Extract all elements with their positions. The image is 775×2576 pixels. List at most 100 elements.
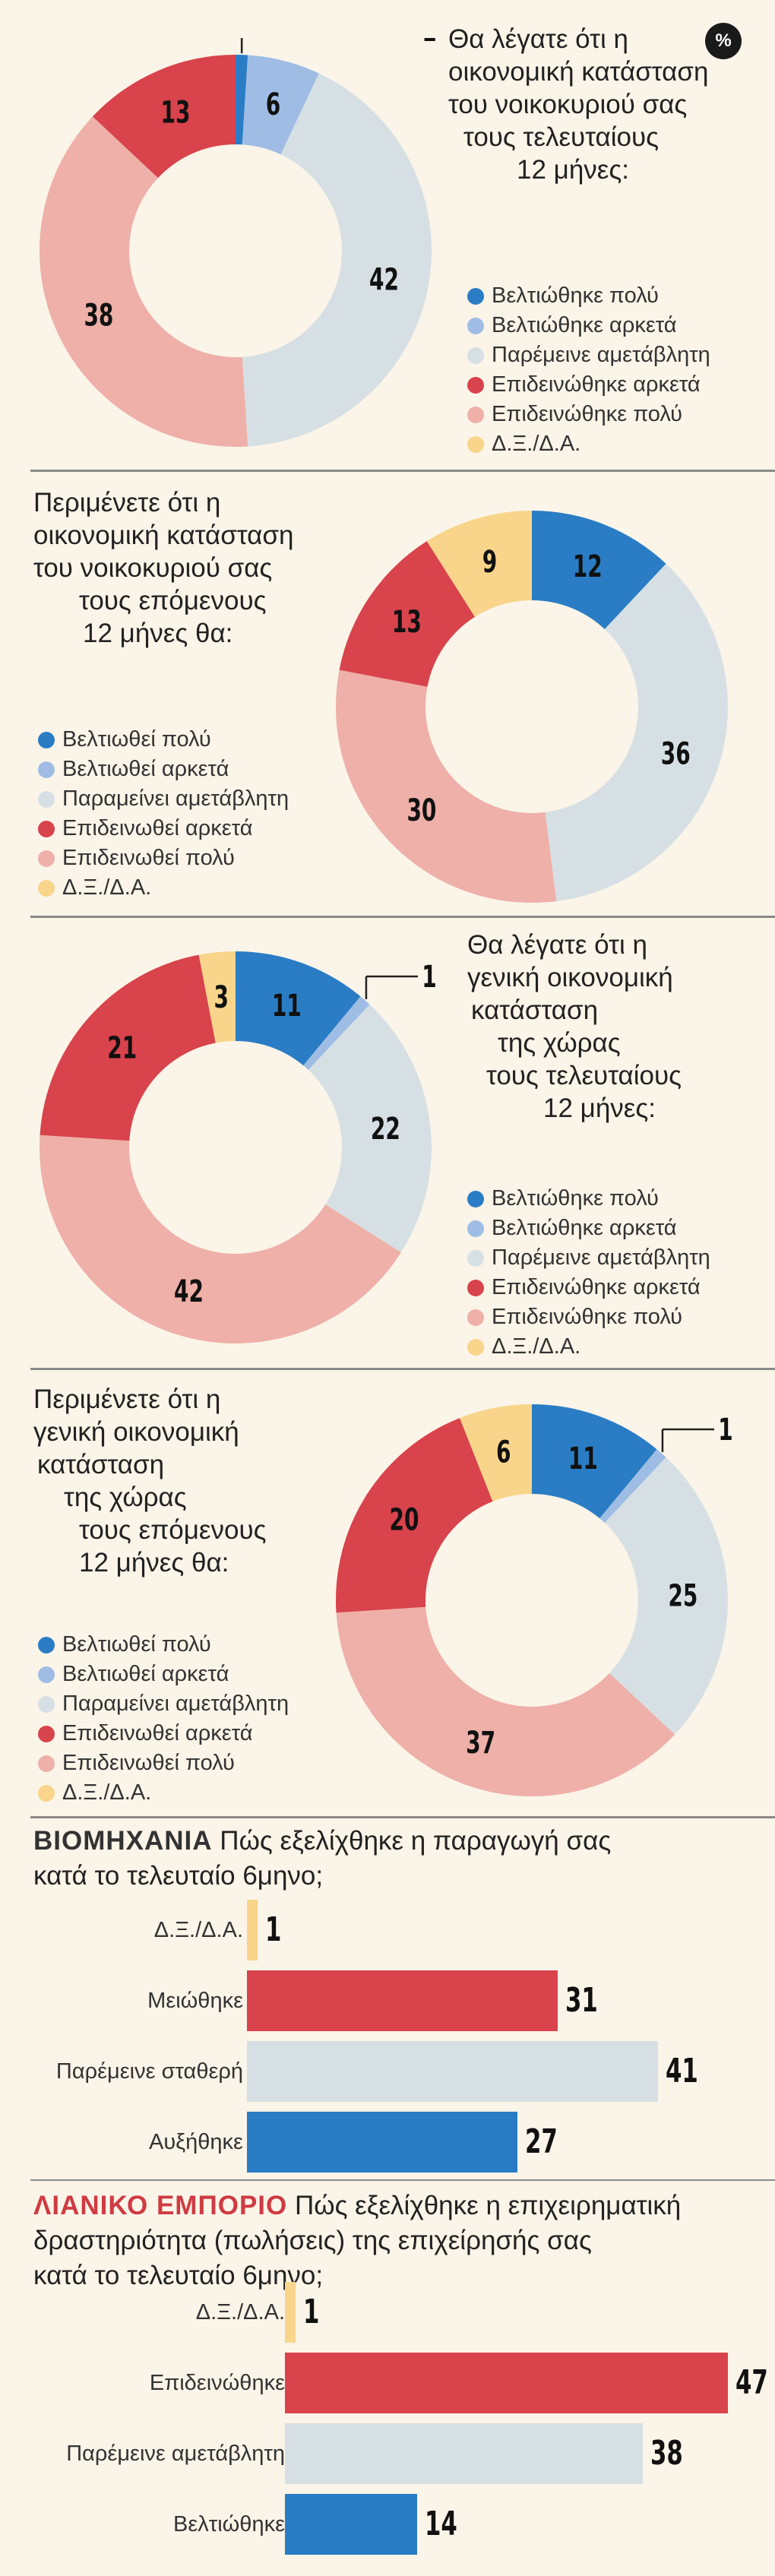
bar [285, 2494, 417, 2555]
legend-swatch [467, 1338, 484, 1356]
donut-slice [532, 1404, 657, 1519]
data-label: 36 [661, 737, 691, 772]
legend-swatch [38, 1755, 55, 1772]
legend-item: Επιδεινωθεί πολύ [38, 843, 289, 873]
title-text: Πώς εξελίχθηκε η επιχειρηματική [287, 2191, 682, 2220]
bar-value-label: 1 [265, 1910, 282, 1949]
donut-chart-household-past: 1 6 42 38 13 [30, 38, 441, 464]
legend-item: Δ.Ξ./Δ.Α. [38, 873, 289, 903]
question-line: τους τελευταίους [463, 122, 660, 152]
legend-item: Βελτιώθηκε αρκετά [467, 1214, 710, 1243]
bar-row: Επιδεινώθηκε 47 [0, 2353, 775, 2413]
legend-household-past: Βελτιώθηκε πολύ Βελτιώθηκε αρκετά Παρέμειν… [467, 281, 710, 459]
data-label: 13 [160, 95, 190, 130]
title-line: ΒΙΟΜΗΧΑΝΙΑ Πώς εξελίχθηκε η παραγωγή σας [33, 1824, 611, 1859]
legend-item: Επιδεινωθεί αρκετά [38, 1719, 289, 1748]
donut-slice [545, 563, 728, 901]
bar-row: Αυξήθηκε 27 [0, 2112, 775, 2173]
bar [247, 2041, 659, 2102]
legend-item: Βελτιωθεί αρκετά [38, 1660, 289, 1689]
legend-label: Βελτιωθεί πολύ [62, 727, 211, 752]
legend-swatch [38, 1695, 55, 1713]
donut-slice [599, 1449, 666, 1523]
divider [30, 2179, 775, 2181]
legend-item: Δ.Ξ./Δ.Α. [38, 1778, 289, 1808]
legend-item: Δ.Ξ./Δ.Α. [467, 1332, 710, 1362]
retail-bar-title: ΛΙΑΝΙΚΟ ΕΜΠΟΡΙΟ Πώς εξελίχθηκε η επιχειρ… [33, 2188, 681, 2293]
legend-swatch [38, 820, 55, 837]
bar-category-label: Δ.Ξ./Δ.Α. [195, 2299, 285, 2324]
donut-slice [426, 511, 532, 617]
data-label: 1 [422, 960, 436, 995]
question-country-future: Περιμένετε ότι η γενική οικονομική κατάσ… [33, 1383, 267, 1579]
legend-swatch [467, 1279, 484, 1296]
question-line: τους τελευταίους [486, 1061, 682, 1090]
donut-slice [242, 55, 319, 155]
question-line: της χώρας [498, 1028, 621, 1058]
legend-country-future: Βελτιωθεί πολύ Βελτιωθεί αρκετά Παραμείνει… [38, 1630, 289, 1808]
bar-value-label: 14 [424, 2505, 457, 2543]
legend-label: Επιδεινωθεί αρκετά [62, 1721, 253, 1745]
divider [30, 1816, 775, 1818]
title-line: δραστηριότητα (πωλήσεις) της επιχείρησής… [33, 2226, 592, 2255]
legend-item: Παρέμεινε αμετάβλητη [467, 1243, 710, 1273]
donut-slice [339, 541, 475, 687]
legend-item: Επιδεινώθηκε πολύ [467, 400, 710, 429]
legend-swatch [467, 435, 484, 453]
data-label: 20 [389, 1502, 419, 1537]
donut-slice [236, 55, 248, 145]
legend-swatch [467, 1309, 484, 1326]
title-line: κατά το τελευταίο 6μηνο; [33, 1861, 324, 1891]
donut-slice [39, 1135, 401, 1343]
legend-swatch [467, 1220, 484, 1237]
donut-slice [336, 669, 557, 903]
question-household-future: Περιμένετε ότι η οικονομική κατάσταση το… [33, 486, 293, 650]
bar [285, 2353, 729, 2413]
bar-row: Βελτιώθηκε 14 [0, 2494, 775, 2555]
legend-label: Δ.Ξ./Δ.Α. [62, 875, 152, 900]
legend-label: Παρέμεινε αμετάβλητη [492, 343, 710, 367]
data-label: 6 [266, 87, 280, 122]
donut-slice [308, 1004, 432, 1253]
bar-category-label: Βελτιώθηκε [173, 2511, 285, 2536]
bar-value-label: 38 [650, 2434, 684, 2473]
legend-label: Επιδεινώθηκε πολύ [492, 1305, 683, 1329]
legend-swatch [467, 1190, 484, 1207]
bar-row: Παρέμεινε σταθερή 41 [0, 2041, 775, 2102]
legend-item: Παραμείνει αμετάβλητη [38, 1689, 289, 1719]
question-line: γενική οικονομική [467, 963, 673, 992]
bar-row: Δ.Ξ./Δ.Α. 1 [0, 1900, 775, 1960]
data-label: 30 [406, 793, 436, 828]
question-line: γενική οικονομική [33, 1417, 239, 1447]
legend-item: Βελτιωθεί πολύ [38, 1630, 289, 1660]
question-line: κατάσταση [471, 995, 599, 1025]
legend-label: Βελτιώθηκε πολύ [492, 1186, 659, 1210]
legend-swatch [467, 406, 484, 423]
donut-slice [92, 55, 236, 179]
bar-category-label: Μειώθηκε [147, 1988, 243, 2013]
legend-swatch [38, 790, 55, 808]
bar [247, 1900, 258, 1960]
question-household-past: Θα λέγατε ότι η οικονομική κατάσταση του… [448, 23, 708, 186]
legend-household-future: Βελτιωθεί πολύ Βελτιωθεί αρκετά Παραμείνει… [38, 725, 289, 903]
legend-swatch [38, 731, 55, 748]
data-label: 13 [392, 605, 422, 640]
legend-label: Βελτιωθεί αρκετά [62, 757, 229, 781]
legend-label: Επιδεινώθηκε πολύ [492, 402, 683, 426]
bar [247, 1970, 558, 2031]
title-keyword: ΒΙΟΜΗΧΑΝΙΑ [33, 1826, 213, 1856]
legend-item: Παραμείνει αμετάβλητη [38, 784, 289, 814]
legend-label: Βελτιωθεί αρκετά [62, 1662, 229, 1686]
data-label: 37 [466, 1726, 495, 1761]
legend-swatch [467, 347, 484, 364]
donut-chart-household-future: 12 36 30 13 9 [327, 494, 737, 919]
bar-category-label: Παρέμεινε σταθερή [55, 2059, 243, 2084]
data-label: 6 [496, 1435, 511, 1470]
legend-label: Επιδεινώθηκε αρκετά [492, 372, 701, 397]
bar-category-label: Αυξήθηκε [148, 2129, 243, 2154]
legend-label: Βελτιώθηκε αρκετά [492, 313, 677, 337]
legend-label: Παρέμεινε αμετάβλητη [492, 1245, 710, 1270]
donut-slice [303, 996, 370, 1070]
legend-swatch [467, 287, 484, 305]
legend-item: Επιδεινώθηκε αρκετά [467, 1273, 710, 1302]
